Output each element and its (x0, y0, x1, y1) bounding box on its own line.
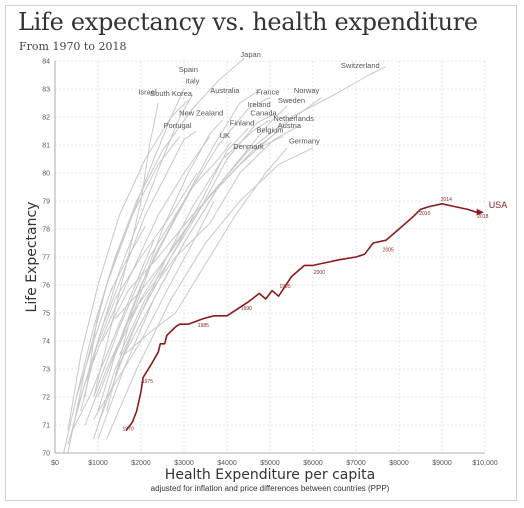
usa-series: 1970 1975 1985 1990 1995 2000 2005 2010 2014 2018… (123, 197, 508, 433)
country-line (97, 119, 224, 412)
country-line (67, 136, 181, 454)
country-line (93, 102, 159, 398)
country-line (93, 200, 215, 420)
country-label: Sweden (278, 96, 305, 105)
country-line (67, 99, 189, 431)
chart-title: Life expectancy vs. health expenditure (18, 8, 478, 36)
x-axis-note: adjusted for inflation and price differe… (151, 484, 390, 493)
country-label: Australia (210, 86, 240, 95)
usa-label: USA (489, 200, 508, 210)
usa-year-label: 2018 (477, 214, 488, 220)
country-label: Spain (179, 65, 198, 74)
axes: 70 71 72 73 74 75 76 77 78 79 80 81 82 83 84 $0 $1000 $20… (42, 59, 498, 468)
usa-year-label: 2000 (314, 270, 325, 276)
x-tick-label: $0 (51, 460, 59, 467)
y-tick-label: 74 (42, 339, 50, 346)
y-tick-label: 70 (42, 451, 50, 458)
country-line (97, 141, 232, 398)
grid (54, 60, 486, 454)
x-tick-label: $3000 (174, 460, 194, 467)
country-line (123, 147, 288, 356)
country-label: Finland (230, 118, 255, 127)
usa-year-label: 1975 (142, 379, 153, 385)
y-tick-label: 82 (42, 115, 50, 122)
country-line (93, 96, 271, 398)
country-label: UK (220, 131, 230, 140)
country-line (101, 96, 322, 342)
country-label: Belgium (256, 125, 283, 134)
country-label: New Zealand (179, 109, 223, 118)
x-axis-title: Health Expenditure per capita (165, 467, 375, 483)
country-line (84, 113, 275, 426)
y-axis-title: Life Expectancy (24, 202, 40, 313)
x-tick-label: $5000 (260, 460, 280, 467)
country-label: Japan (240, 50, 260, 59)
x-tick-label: $4000 (217, 460, 237, 467)
country-line (84, 136, 211, 384)
y-tick-label: 72 (42, 395, 50, 402)
usa-arrowhead (476, 208, 484, 216)
y-tick-label: 83 (42, 87, 50, 94)
country-label: Canada (250, 109, 277, 118)
x-tick-label: $10,000 (472, 460, 497, 467)
country-label: Austria (278, 121, 302, 130)
x-tick-label: $7000 (346, 460, 366, 467)
x-tick-label: $6000 (303, 460, 323, 467)
usa-year-label: 2005 (383, 247, 394, 253)
y-tick-label: 75 (42, 311, 50, 318)
y-tick-label: 80 (42, 171, 50, 178)
chart-subtitle: From 1970 to 2018 (19, 40, 127, 53)
y-tick-label: 73 (42, 367, 50, 374)
country-line (106, 147, 314, 440)
country-line (71, 240, 155, 431)
country-label: Netherlands (273, 114, 314, 123)
country-label: Switzerland (341, 61, 380, 70)
usa-year-label: 1990 (241, 306, 252, 312)
country-line (93, 127, 249, 440)
country-line (63, 225, 146, 454)
usa-year-label: 1995 (279, 284, 290, 290)
other-countries (63, 57, 387, 454)
x-tick-label: $1000 (88, 460, 108, 467)
chart-frame (5, 5, 517, 501)
country-label: Portugal (164, 121, 192, 130)
usa-line (125, 203, 481, 432)
y-tick-label: 71 (42, 423, 50, 430)
y-tick-label: 76 (42, 283, 50, 290)
usa-year-label: 1970 (123, 427, 134, 433)
x-tick-label: $2000 (131, 460, 151, 467)
country-label: Ireland (248, 100, 271, 109)
country-label: Italy (186, 76, 200, 85)
country-label: Denmark (233, 142, 264, 151)
usa-year-label: 2014 (441, 197, 452, 203)
y-tick-label: 79 (42, 199, 50, 206)
country-label: Germany (289, 137, 320, 146)
usa-year-label: 2010 (419, 211, 430, 217)
x-tick-label: $9000 (432, 460, 452, 467)
y-tick-label: 84 (42, 59, 50, 66)
country-line (119, 124, 301, 356)
country-label: South Korea (150, 89, 193, 98)
x-tick-label: $8000 (389, 460, 409, 467)
country-label: Norway (294, 86, 320, 95)
country-label: France (256, 88, 279, 97)
usa-year-label: 1985 (198, 323, 209, 329)
y-tick-label: 78 (42, 227, 50, 234)
country-line (110, 66, 387, 364)
country-line (76, 172, 198, 412)
y-tick-label: 77 (42, 255, 50, 262)
country-label: Israel (138, 88, 157, 97)
y-tick-label: 81 (42, 143, 50, 150)
